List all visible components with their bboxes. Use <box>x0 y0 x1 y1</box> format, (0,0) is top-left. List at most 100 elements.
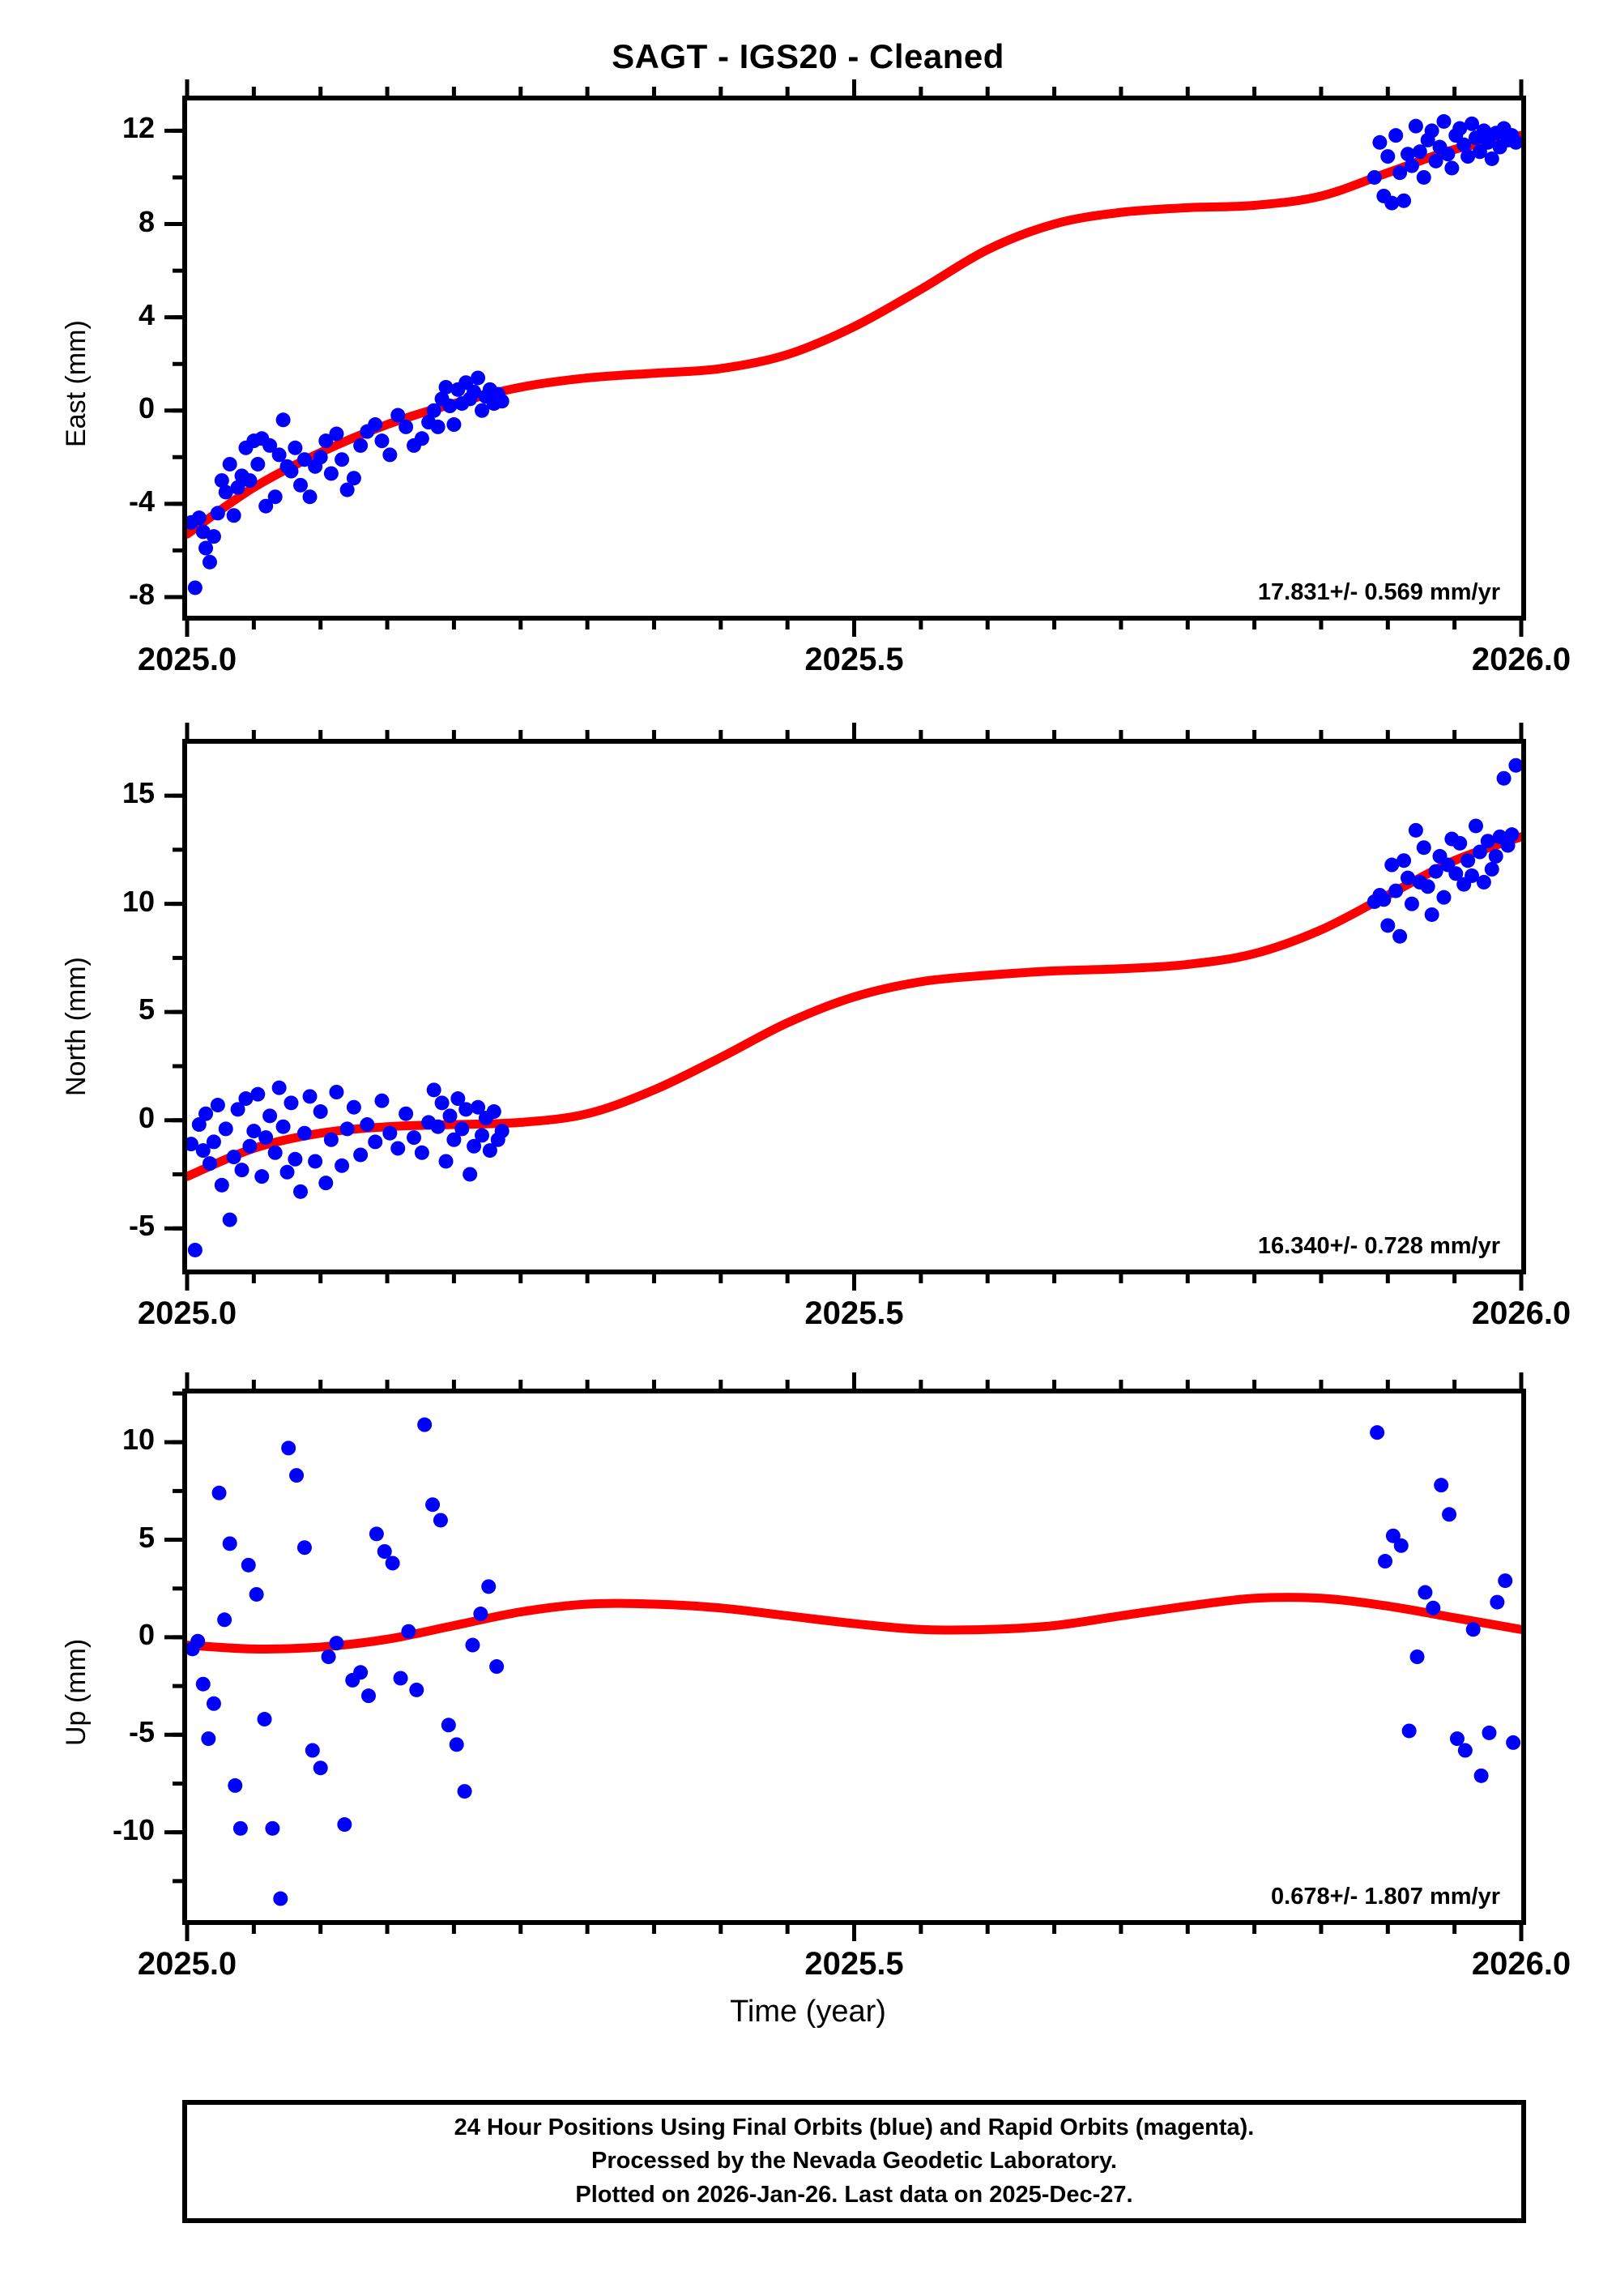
data-point <box>190 1633 206 1649</box>
data-point <box>1496 770 1512 786</box>
data-point <box>1428 864 1443 879</box>
data-point <box>430 419 446 434</box>
data-point <box>1465 116 1480 131</box>
data-point <box>374 433 390 449</box>
data-point <box>467 1138 482 1154</box>
y-tick-label: 10 <box>122 1423 155 1457</box>
data-point <box>1428 153 1443 169</box>
data-point <box>399 419 414 434</box>
data-point <box>390 408 406 423</box>
data-point <box>230 480 245 495</box>
axis-ticks <box>164 723 1524 1291</box>
data-point <box>346 471 361 486</box>
data-point <box>214 473 229 489</box>
data-point <box>1442 1507 1457 1522</box>
data-point <box>211 1485 227 1500</box>
data-point <box>377 1544 392 1559</box>
data-point <box>262 437 278 453</box>
data-point <box>323 1132 339 1147</box>
data-point <box>1460 149 1476 164</box>
data-point <box>323 466 339 481</box>
data-point <box>218 484 233 500</box>
data-point <box>414 1145 429 1160</box>
data-point <box>257 1712 272 1727</box>
data-point <box>1460 853 1476 868</box>
data-point <box>203 1156 217 1171</box>
data-point <box>321 1649 336 1664</box>
data-point <box>206 529 221 544</box>
data-point <box>438 1154 454 1169</box>
data-point <box>238 1091 254 1107</box>
data-point <box>425 1497 441 1513</box>
data-point <box>390 1141 406 1156</box>
plot-area <box>187 758 1521 1257</box>
y-axis-title: Up (mm) <box>61 1638 92 1746</box>
data-point <box>293 1184 308 1199</box>
data-point <box>1469 818 1483 834</box>
data-point <box>217 1612 232 1628</box>
y-axis-title: East (mm) <box>61 320 92 447</box>
data-point <box>1457 1743 1473 1758</box>
y-tick-label: 5 <box>138 1520 155 1554</box>
data-point <box>1384 195 1400 211</box>
rate-annotation: 17.831+/- 0.569 mm/yr <box>1257 579 1500 605</box>
data-point <box>353 437 369 453</box>
data-point <box>1424 907 1439 922</box>
data-point <box>339 482 355 497</box>
data-point <box>360 1117 375 1133</box>
data-point <box>1416 840 1431 856</box>
rate-annotation: 0.678+/- 1.807 mm/yr <box>1271 1884 1500 1910</box>
data-point <box>1392 165 1408 181</box>
data-point <box>337 1817 352 1833</box>
y-tick-label: 12 <box>122 111 155 145</box>
data-point <box>454 1121 470 1137</box>
data-point <box>1436 890 1452 905</box>
data-point <box>465 1637 480 1653</box>
data-point <box>433 1513 448 1528</box>
data-point <box>1380 918 1396 933</box>
data-point <box>226 1150 241 1165</box>
data-point <box>1465 1622 1481 1637</box>
chart-panel-east: 12 8 4 0 -4 -8 East (mm) 2025.0 2025.5 2026.0 17.8… <box>61 79 1571 677</box>
data-point <box>474 1128 489 1143</box>
x-tick-label: 2025.5 <box>804 642 904 677</box>
plot-area <box>187 1417 1521 1906</box>
data-point <box>1412 144 1427 160</box>
data-point <box>441 1718 456 1733</box>
data-point <box>267 489 283 505</box>
data-point <box>426 403 441 418</box>
data-point <box>329 426 344 442</box>
data-point <box>1452 121 1468 136</box>
data-point <box>374 1093 390 1108</box>
data-point <box>187 1137 198 1152</box>
data-point <box>288 1151 303 1167</box>
data-point <box>198 540 214 556</box>
data-point <box>1378 1554 1393 1569</box>
data-point <box>1409 1649 1425 1664</box>
trend-line <box>187 832 1521 1181</box>
data-point <box>438 379 454 395</box>
data-point <box>1484 861 1499 877</box>
data-point <box>214 1177 229 1193</box>
data-point <box>393 1671 408 1686</box>
data-point <box>279 1164 295 1180</box>
data-point <box>369 1526 384 1542</box>
data-point <box>296 1540 312 1556</box>
data-point <box>198 1106 214 1121</box>
data-point <box>467 384 482 399</box>
data-point <box>1408 118 1423 134</box>
data-point <box>241 1557 256 1573</box>
data-point <box>471 1099 486 1115</box>
x-tick-label: 2025.0 <box>137 1946 237 1982</box>
xaxis-title: Time (year) <box>730 1995 886 2029</box>
data-point <box>187 1242 203 1257</box>
data-point <box>335 452 350 467</box>
page-title: SAGT - IGS20 - Cleaned <box>612 37 1004 75</box>
data-point <box>250 456 266 472</box>
plot-frame <box>182 739 1526 1274</box>
data-point <box>1465 868 1480 883</box>
data-point <box>1508 134 1521 150</box>
y-tick-label: 4 <box>138 297 155 331</box>
footer-line-2: Processed by the Nevada Geodetic Laborat… <box>591 2148 1117 2174</box>
data-point <box>1476 874 1491 890</box>
